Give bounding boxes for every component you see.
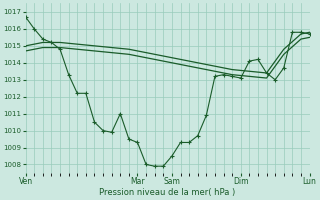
X-axis label: Pression niveau de la mer( hPa ): Pression niveau de la mer( hPa ) — [100, 188, 236, 197]
